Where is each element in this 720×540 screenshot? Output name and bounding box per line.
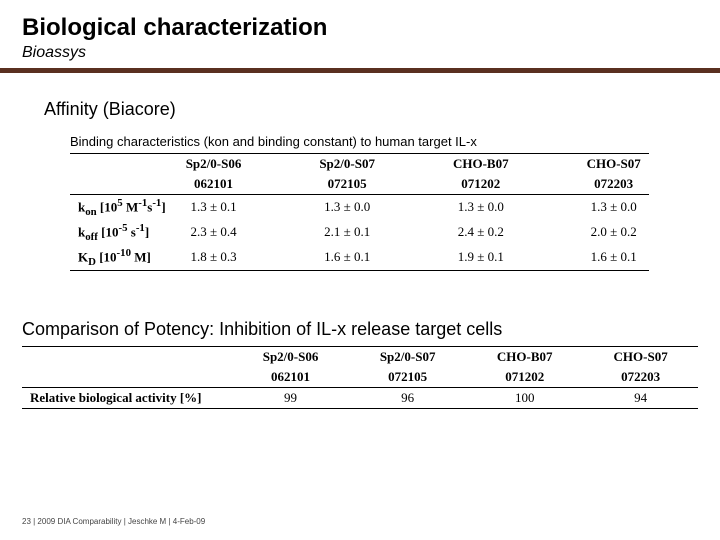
cell: 94 (583, 387, 698, 408)
col-lot: 072203 (583, 367, 698, 388)
cell: 100 (466, 387, 583, 408)
potency-row-label: Relative biological activity [%] (22, 387, 232, 408)
cell: 1.6 ± 0.1 (579, 245, 649, 270)
affinity-desc: Binding characteristics (kon and binding… (70, 134, 698, 149)
col-name: CHO-S07 (579, 154, 649, 175)
col-name: Sp2/0-S06 (232, 346, 349, 367)
affinity-row-label: kon [105 M-1s-1] (70, 195, 178, 220)
cell: 1.3 ± 0.0 (311, 195, 383, 220)
col-lot: 062101 (232, 367, 349, 388)
cell: 96 (349, 387, 466, 408)
cell: 99 (232, 387, 349, 408)
col-lot: 071202 (466, 367, 583, 388)
title-divider (0, 68, 720, 73)
slide-title: Biological characterization (22, 14, 698, 42)
col-lot: 062101 (178, 174, 250, 195)
col-lot: 071202 (445, 174, 517, 195)
slide-footer: 23 | 2009 DIA Comparability | Jeschke M … (22, 517, 205, 526)
cell: 1.3 ± 0.0 (445, 195, 517, 220)
affinity-heading: Affinity (Biacore) (44, 99, 698, 120)
affinity-row-label: KD [10-10 M] (70, 245, 178, 270)
cell: 1.6 ± 0.1 (311, 245, 383, 270)
col-name: Sp2/0-S07 (311, 154, 383, 175)
col-lot: 072203 (579, 174, 649, 195)
col-lot: 072105 (349, 367, 466, 388)
affinity-table: Sp2/0-S06 Sp2/0-S07 CHO-B07 CHO-S07 0621… (70, 153, 649, 271)
cell: 2.0 ± 0.2 (579, 220, 649, 245)
cell: 2.1 ± 0.1 (311, 220, 383, 245)
col-name: CHO-B07 (445, 154, 517, 175)
potency-heading: Comparison of Potency: Inhibition of IL-… (22, 319, 698, 340)
col-name: Sp2/0-S07 (349, 346, 466, 367)
col-lot: 072105 (311, 174, 383, 195)
cell: 1.3 ± 0.1 (178, 195, 250, 220)
col-name: CHO-B07 (466, 346, 583, 367)
cell: 1.8 ± 0.3 (178, 245, 250, 270)
col-name: Sp2/0-S06 (178, 154, 250, 175)
cell: 1.3 ± 0.0 (579, 195, 649, 220)
cell: 1.9 ± 0.1 (445, 245, 517, 270)
affinity-row-label: koff [10-5 s-1] (70, 220, 178, 245)
col-name: CHO-S07 (583, 346, 698, 367)
potency-table: Sp2/0-S06 Sp2/0-S07 CHO-B07 CHO-S07 0621… (22, 346, 698, 409)
cell: 2.4 ± 0.2 (445, 220, 517, 245)
slide-subtitle: Bioassys (22, 44, 698, 62)
cell: 2.3 ± 0.4 (178, 220, 250, 245)
